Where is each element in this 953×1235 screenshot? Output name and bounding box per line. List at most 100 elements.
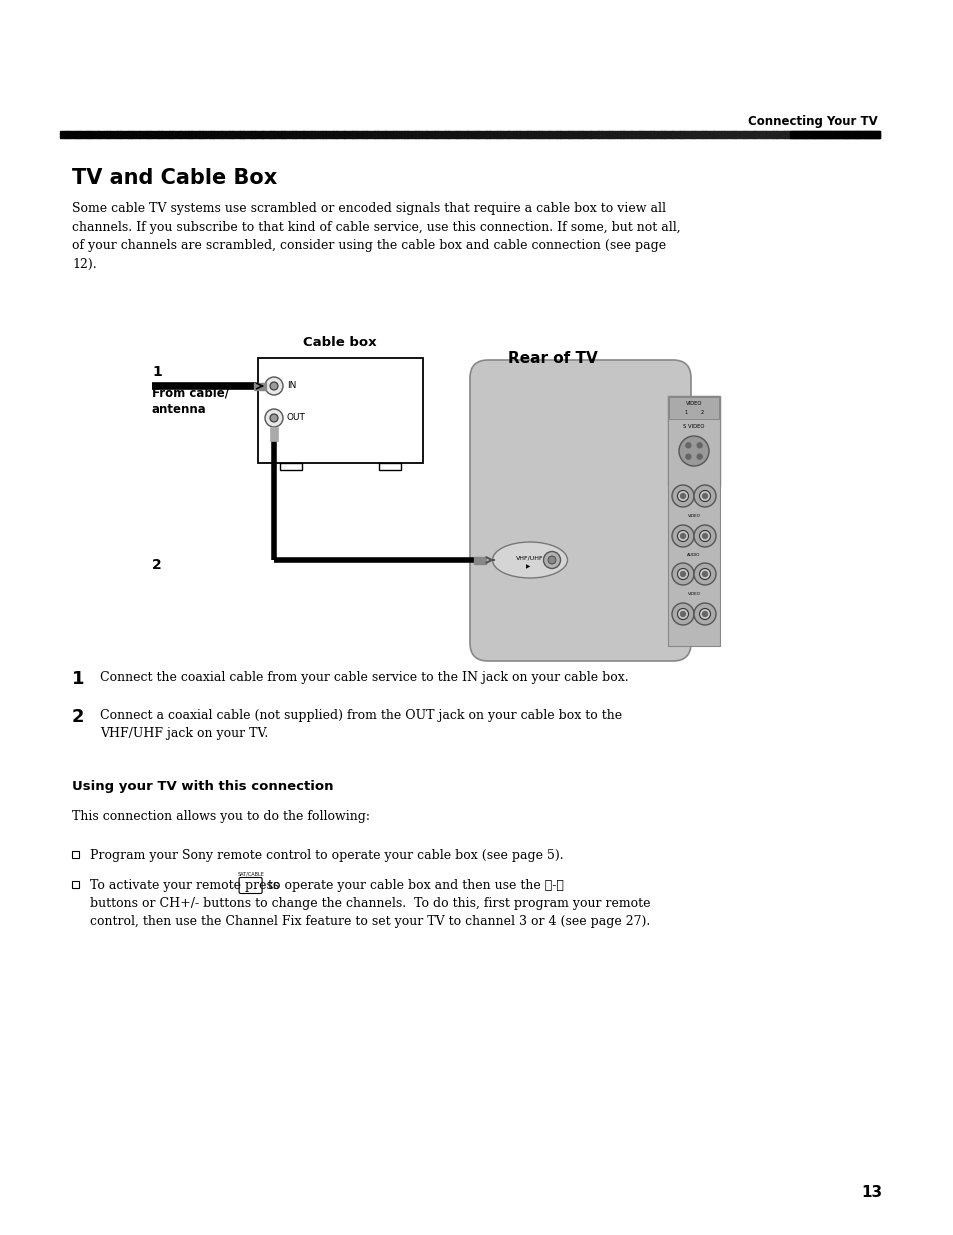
- Bar: [480, 131, 484, 138]
- Bar: [461, 131, 464, 138]
- Bar: [270, 427, 277, 441]
- Bar: [821, 131, 825, 138]
- Bar: [445, 131, 448, 138]
- Bar: [827, 131, 830, 138]
- Bar: [590, 131, 593, 138]
- Bar: [374, 131, 377, 138]
- Bar: [543, 131, 546, 138]
- Bar: [436, 131, 440, 138]
- Circle shape: [270, 382, 277, 390]
- Bar: [688, 131, 691, 138]
- Bar: [508, 131, 511, 138]
- Bar: [800, 131, 803, 138]
- Bar: [732, 131, 735, 138]
- Bar: [221, 131, 224, 138]
- Bar: [636, 131, 639, 138]
- Bar: [249, 131, 252, 138]
- Bar: [415, 131, 418, 138]
- Bar: [107, 131, 110, 138]
- Bar: [426, 131, 429, 138]
- Bar: [429, 131, 432, 138]
- Bar: [751, 131, 754, 138]
- Text: Program your Sony remote control to operate your cable box (see page 5).: Program your Sony remote control to oper…: [90, 848, 563, 862]
- Bar: [379, 131, 383, 138]
- Bar: [290, 131, 293, 138]
- Circle shape: [701, 494, 707, 499]
- Bar: [253, 131, 257, 138]
- Bar: [653, 131, 656, 138]
- Bar: [546, 131, 549, 138]
- Text: AUDIO: AUDIO: [686, 553, 700, 557]
- Text: TV and Cable Box: TV and Cable Box: [71, 168, 277, 188]
- Bar: [470, 131, 473, 138]
- Text: VIDEO: VIDEO: [687, 592, 700, 597]
- Bar: [723, 131, 727, 138]
- Bar: [720, 131, 724, 138]
- Circle shape: [697, 454, 701, 459]
- Bar: [557, 131, 560, 138]
- Bar: [667, 396, 720, 487]
- Bar: [595, 131, 598, 138]
- Bar: [841, 131, 844, 138]
- Bar: [410, 131, 413, 138]
- Bar: [366, 131, 369, 138]
- Circle shape: [679, 494, 685, 499]
- Bar: [677, 131, 680, 138]
- Text: SAT/CABLE: SAT/CABLE: [237, 871, 264, 876]
- Bar: [196, 131, 200, 138]
- Bar: [183, 131, 186, 138]
- Bar: [568, 131, 571, 138]
- Bar: [537, 131, 541, 138]
- Bar: [612, 131, 615, 138]
- Bar: [90, 131, 93, 138]
- Bar: [502, 131, 505, 138]
- Text: VHF/UHF jack on your TV.: VHF/UHF jack on your TV.: [100, 727, 268, 740]
- Bar: [576, 131, 579, 138]
- Bar: [805, 131, 808, 138]
- Bar: [814, 131, 817, 138]
- Bar: [603, 131, 606, 138]
- Bar: [647, 131, 650, 138]
- Bar: [71, 851, 79, 858]
- Bar: [494, 131, 497, 138]
- Bar: [191, 131, 194, 138]
- Bar: [311, 131, 314, 138]
- Bar: [669, 131, 672, 138]
- Bar: [251, 131, 254, 138]
- Bar: [417, 131, 421, 138]
- Text: VIDEO: VIDEO: [685, 401, 701, 406]
- Bar: [833, 131, 836, 138]
- Bar: [382, 131, 385, 138]
- Bar: [303, 131, 306, 138]
- Bar: [650, 131, 653, 138]
- Bar: [325, 131, 328, 138]
- Bar: [243, 131, 246, 138]
- Bar: [98, 131, 101, 138]
- Bar: [150, 131, 153, 138]
- Bar: [101, 131, 104, 138]
- Bar: [628, 131, 631, 138]
- Text: Rear of TV: Rear of TV: [507, 351, 598, 366]
- Text: to operate your cable box and then use the ⓪-➉: to operate your cable box and then use t…: [263, 879, 563, 892]
- Bar: [795, 131, 798, 138]
- Bar: [79, 131, 82, 138]
- Bar: [456, 131, 459, 138]
- Circle shape: [270, 414, 277, 422]
- Bar: [280, 463, 302, 471]
- Bar: [625, 131, 628, 138]
- Bar: [292, 131, 295, 138]
- Bar: [388, 131, 391, 138]
- Bar: [278, 131, 281, 138]
- Bar: [227, 131, 230, 138]
- Circle shape: [701, 572, 707, 577]
- Bar: [754, 131, 757, 138]
- Bar: [682, 131, 686, 138]
- Circle shape: [679, 611, 685, 616]
- Bar: [88, 131, 91, 138]
- Bar: [372, 131, 375, 138]
- Bar: [540, 131, 544, 138]
- Bar: [521, 131, 524, 138]
- Bar: [189, 131, 192, 138]
- Bar: [451, 131, 454, 138]
- Bar: [838, 131, 841, 138]
